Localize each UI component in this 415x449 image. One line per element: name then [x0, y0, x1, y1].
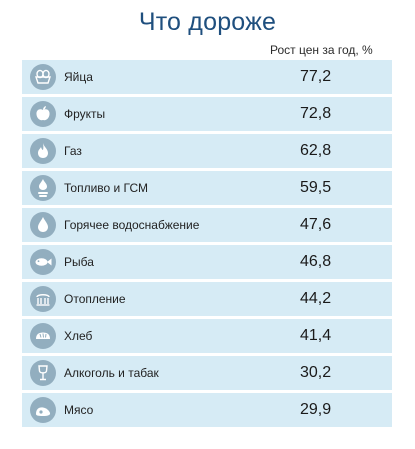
water-drop-icon: [30, 212, 56, 238]
egg-basket-icon: [30, 64, 56, 90]
row-label: Топливо и ГСМ: [64, 181, 149, 195]
row-value: 72,8: [300, 105, 332, 122]
table-row: Отопление 44,2: [22, 282, 392, 316]
row-label: Яйца: [64, 70, 93, 84]
row-value: 30,2: [300, 364, 332, 381]
row-label: Алкоголь и табак: [64, 366, 159, 380]
row-value: 59,5: [300, 179, 332, 196]
price-growth-table: Яйца 77,2 Фрукты 72,8 Газ 62,8 Топливо и…: [22, 60, 392, 430]
row-value: 77,2: [300, 68, 332, 85]
gas-flame-icon: [30, 138, 56, 164]
row-value: 44,2: [300, 290, 332, 307]
row-value: 29,9: [300, 401, 332, 418]
table-row: Топливо и ГСМ 59,5: [22, 171, 392, 205]
table-row: Мясо 29,9: [22, 393, 392, 427]
table-row: Алкоголь и табак 30,2: [22, 356, 392, 390]
apple-icon: [30, 101, 56, 127]
page-title: Что дороже: [138, 8, 277, 36]
table-row: Хлеб 41,4: [22, 319, 392, 353]
table-row: Яйца 77,2: [22, 60, 392, 94]
row-value: 41,4: [300, 327, 332, 344]
table-row: Газ 62,8: [22, 134, 392, 168]
table-row: Горячее водоснабжение 47,6: [22, 208, 392, 242]
row-label: Хлеб: [64, 329, 93, 343]
wine-glass-icon: [30, 360, 56, 386]
row-label: Мясо: [64, 403, 94, 417]
row-value: 47,6: [300, 216, 332, 233]
table-row: Фрукты 72,8: [22, 97, 392, 131]
row-label: Отопление: [64, 292, 126, 306]
row-label: Газ: [64, 144, 82, 158]
row-value: 46,8: [300, 253, 332, 270]
row-label: Горячее водоснабжение: [64, 218, 200, 232]
meat-icon: [30, 397, 56, 423]
column-header: Рост цен за год, %: [270, 43, 373, 57]
row-label: Рыба: [64, 255, 94, 269]
row-label: Фрукты: [64, 107, 106, 121]
radiator-icon: [30, 286, 56, 312]
row-value: 62,8: [300, 142, 332, 159]
fish-icon: [30, 249, 56, 275]
fuel-icon: [30, 175, 56, 201]
table-row: Рыба 46,8: [22, 245, 392, 279]
bread-icon: [30, 323, 56, 349]
